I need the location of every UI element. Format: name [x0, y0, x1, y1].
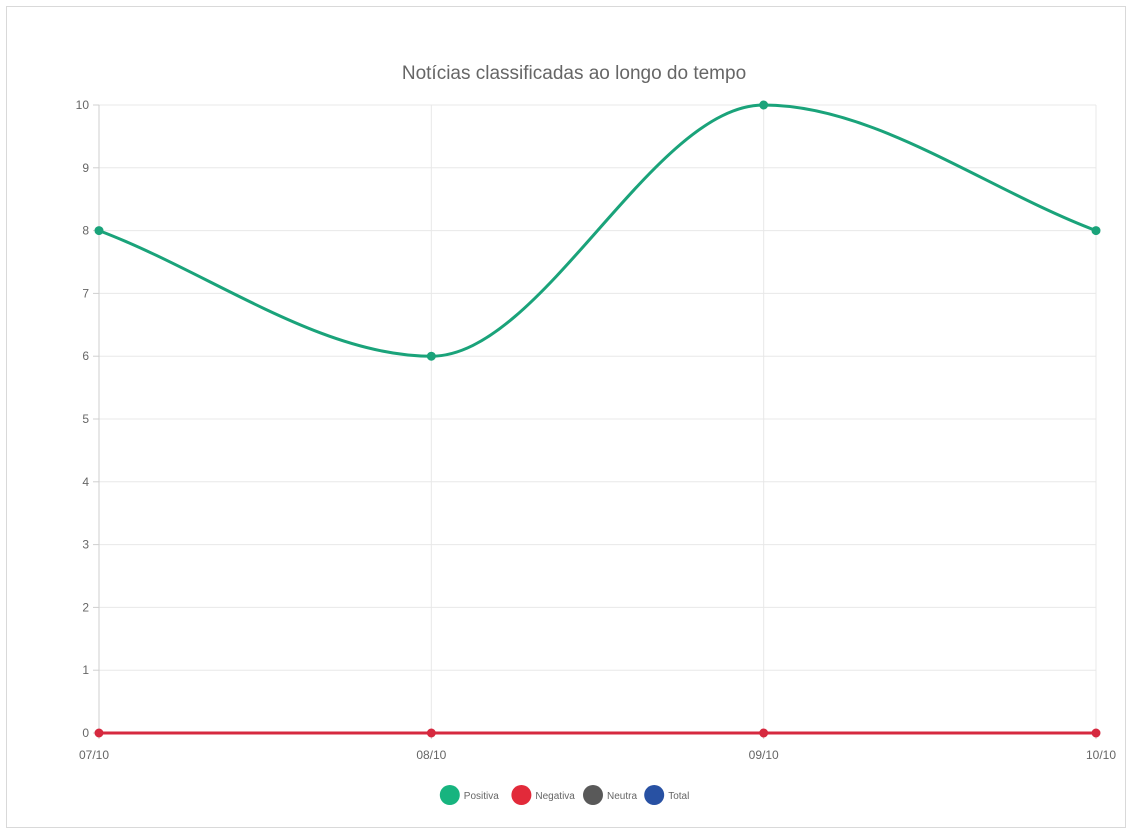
- data-point-positiva: [1091, 226, 1101, 236]
- y-tick-label: 9: [82, 161, 89, 175]
- series-layer: [94, 100, 1101, 738]
- legend-swatch-total: [644, 785, 665, 805]
- y-tick-label: 0: [82, 726, 89, 740]
- series-positiva: [94, 100, 1101, 361]
- data-point-positiva: [426, 351, 436, 361]
- legend-item-positiva: Positiva: [439, 785, 499, 805]
- y-tick-label: 2: [82, 600, 89, 614]
- chart-title: Notícias classificadas ao longo do tempo: [402, 63, 746, 84]
- legend-label-positiva: Positiva: [464, 791, 499, 802]
- data-point-negativa: [426, 728, 436, 738]
- y-tick-label: 1: [82, 663, 89, 677]
- legend-swatch-neutra: [583, 785, 603, 805]
- x-tick-label: 07/10: [79, 748, 109, 762]
- y-tick-label: 4: [82, 475, 89, 489]
- grid: [98, 104, 1097, 734]
- x-tick-label: 10/10: [1086, 748, 1116, 762]
- axes: 0 1 2 3 4 5 6 7 8 9 10 07/10 08/10 09/10 10/10: [76, 98, 1117, 762]
- legend-item-neutra: Neutra: [583, 785, 637, 805]
- chart-frame: Notícias classificadas ao longo do tempo…: [6, 6, 1126, 828]
- data-point-negativa: [94, 728, 104, 738]
- y-tick-label: 3: [82, 538, 89, 552]
- y-tick-label: 10: [76, 98, 90, 112]
- data-point-negativa: [759, 728, 769, 738]
- x-tick-label: 09/10: [749, 748, 779, 762]
- y-tick-label: 6: [82, 349, 89, 363]
- line-chart: Notícias classificadas ao longo do tempo…: [76, 63, 1117, 805]
- data-point-negativa: [1091, 728, 1101, 738]
- data-point-positiva: [94, 226, 104, 236]
- legend-label-total: Total: [668, 791, 689, 802]
- series-line-positiva: [97, 103, 1098, 358]
- legend: Positiva Negativa Neutra Total: [439, 785, 689, 805]
- legend-item-negativa: Negativa: [511, 785, 575, 805]
- y-tick-label: 7: [82, 286, 89, 300]
- legend-swatch-positiva: [439, 785, 460, 805]
- y-tick-label: 5: [82, 412, 89, 426]
- y-tick-label: 8: [82, 224, 89, 238]
- legend-label-neutra: Neutra: [607, 791, 637, 802]
- legend-item-total: Total: [644, 785, 689, 805]
- x-tick-label: 08/10: [416, 748, 446, 762]
- series-negativa: [94, 728, 1101, 738]
- data-point-positiva: [759, 100, 769, 110]
- legend-label-negativa: Negativa: [535, 791, 575, 802]
- legend-swatch-negativa: [511, 785, 532, 805]
